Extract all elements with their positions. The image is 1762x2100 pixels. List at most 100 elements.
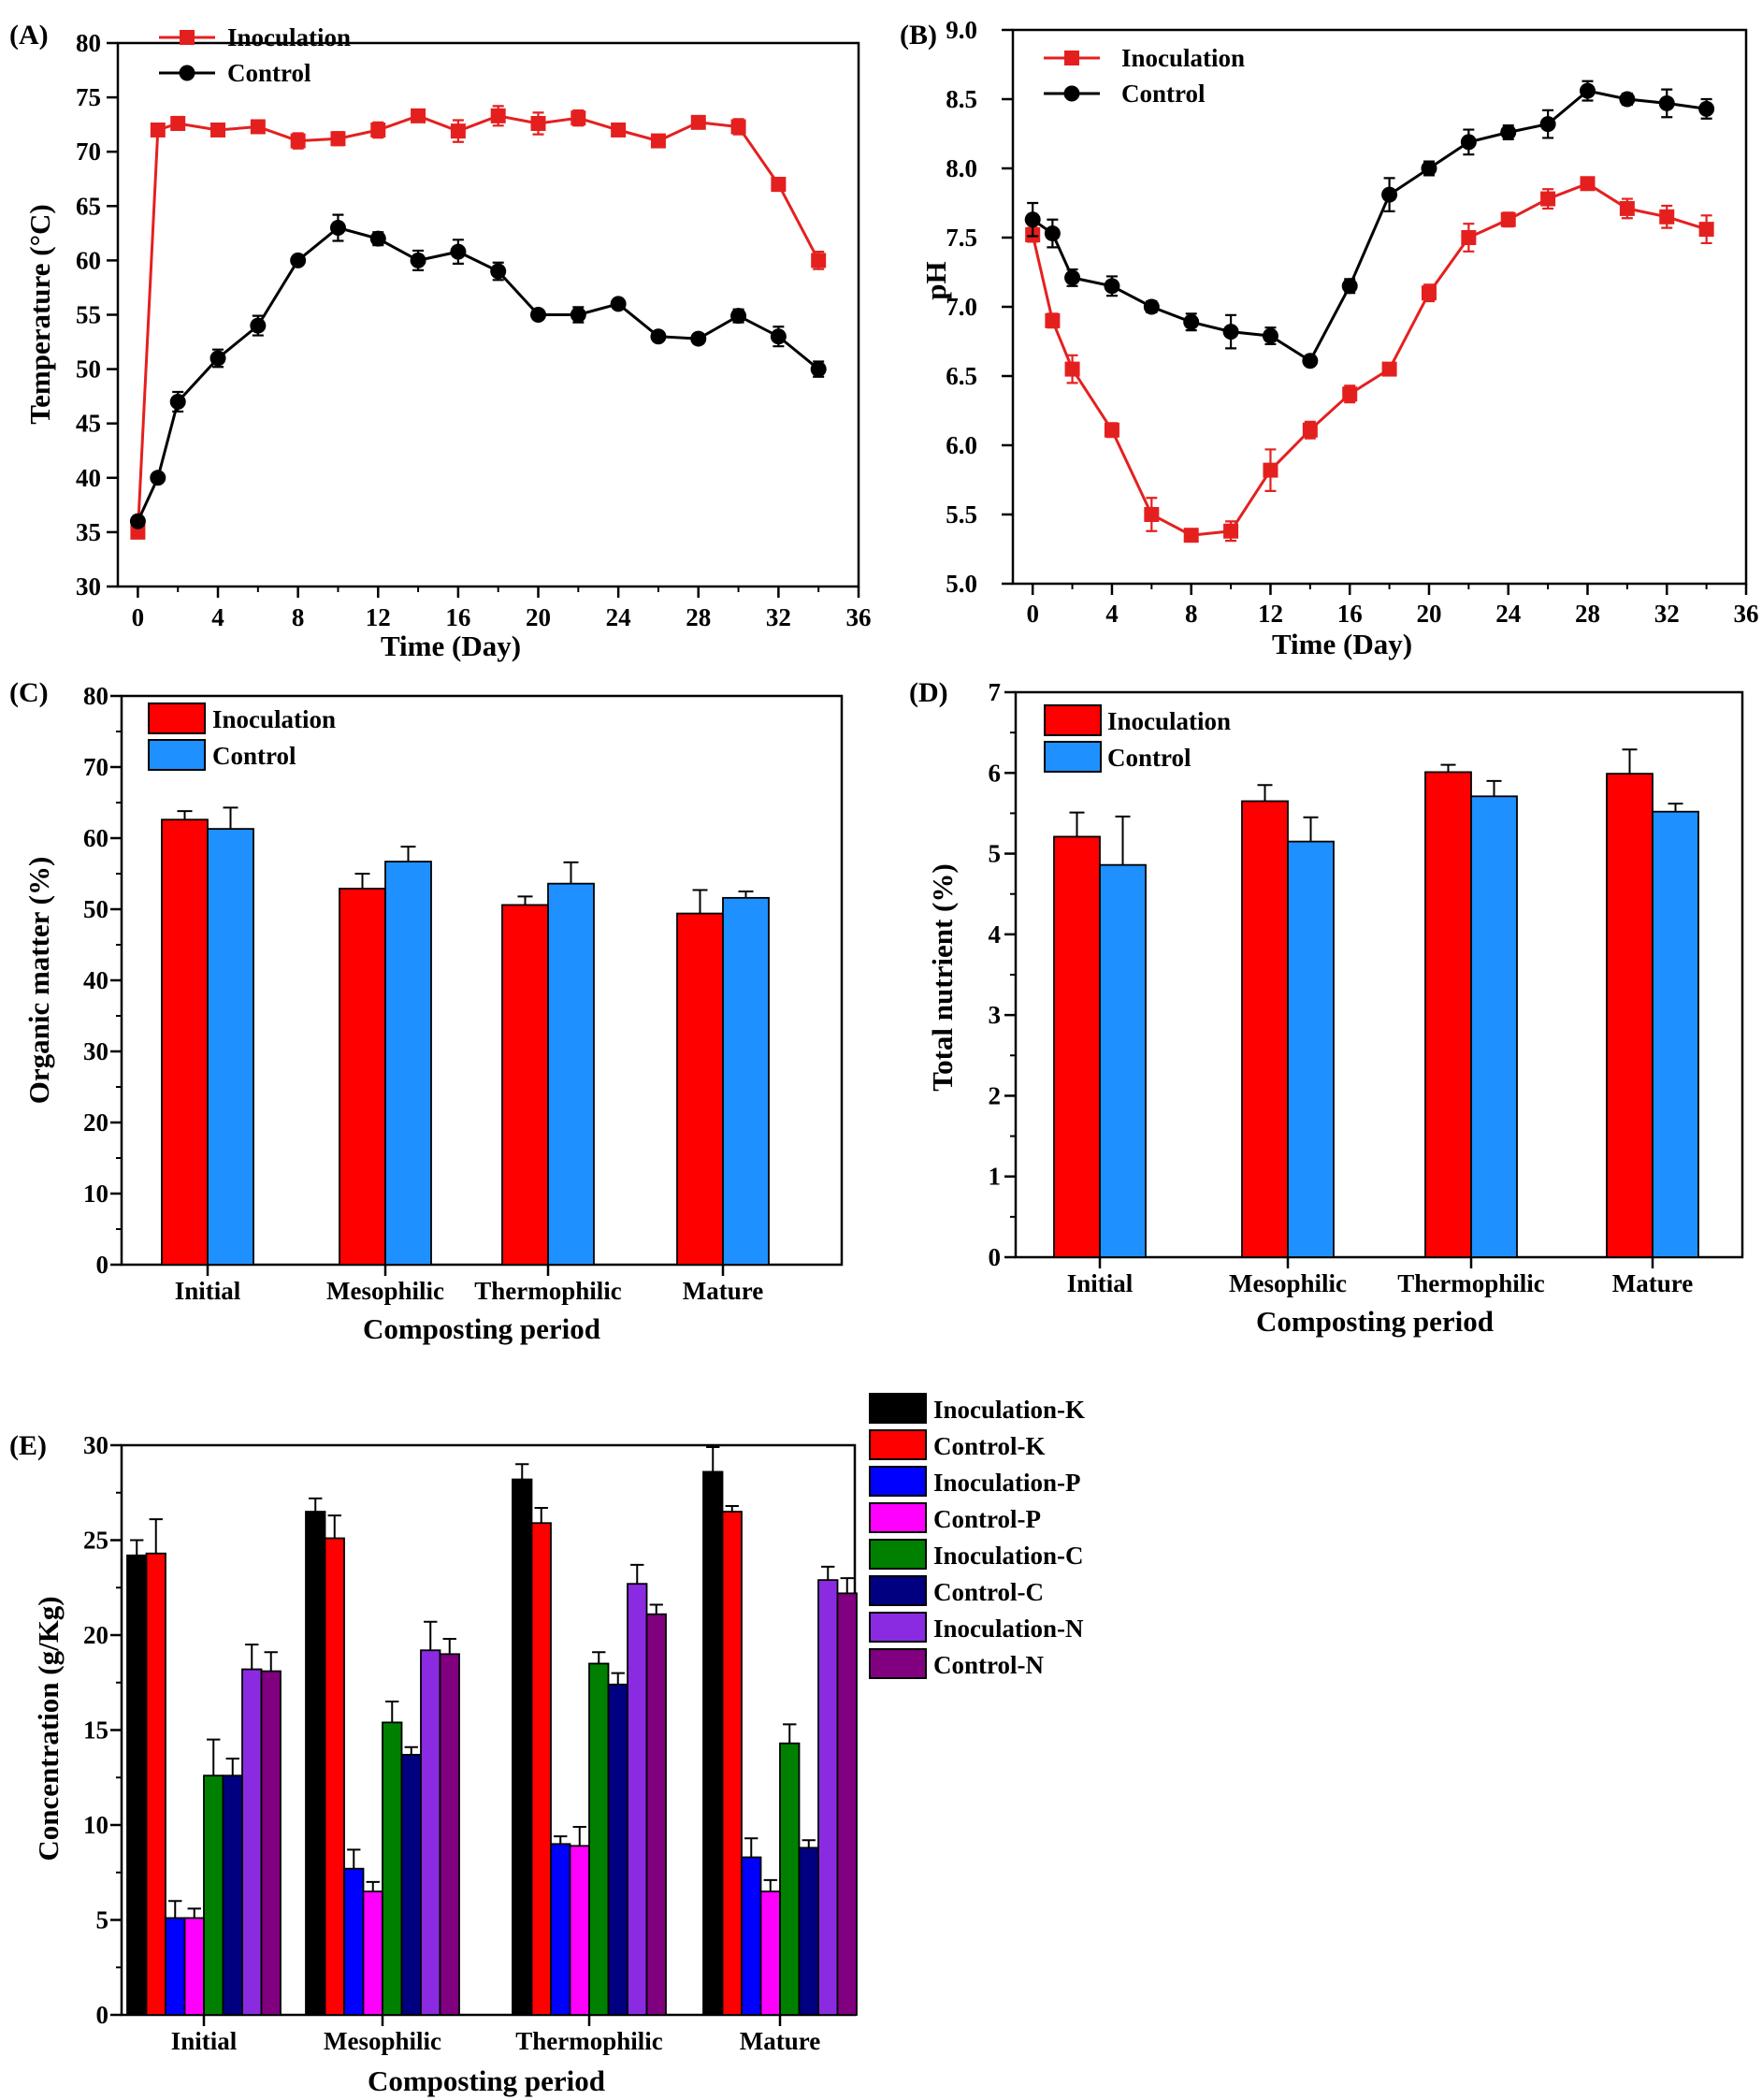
panel-b-plot-frame — [1011, 28, 1748, 586]
panel-a-series-control-point — [369, 230, 386, 247]
panel-e-legend-swatch-inoculation-k — [869, 1393, 927, 1424]
panel-e-bar-inoculation-n-error-bar — [821, 1565, 835, 1581]
panel-e-bar-inoculation-n-error-bar — [245, 1644, 259, 1670]
panel-d-bar-control — [1287, 840, 1335, 1258]
panel-d-bar-control — [1099, 863, 1147, 1258]
panel-e-legend-control-c: Control-C — [933, 1578, 1044, 1606]
panel-a-series-inoculation-point — [530, 115, 546, 131]
panel-e-bar-control-k — [145, 1552, 166, 2016]
panel-e-bar-control-n-error-bar — [442, 1638, 456, 1655]
panel-d-y-tick-label: 0 — [989, 1243, 1002, 1271]
panel-e-bar-control-n-error-bar — [264, 1651, 278, 1672]
panel-e-bar-inoculation-k — [702, 1470, 724, 2016]
panel-b-series-inoculation-point — [1223, 523, 1239, 539]
panel-b-series-control-point — [1143, 298, 1160, 315]
panel-e-bar-inoculation-p-error-bar — [554, 1835, 568, 1845]
panel-d-bar-inoculation-error-bar — [1622, 748, 1638, 775]
panel-a-series-control-point — [610, 296, 627, 312]
panel-d-bar-inoculation-error-bar — [1257, 784, 1273, 802]
panel-e-legend-inoculation-n: Inoculation-N — [933, 1615, 1084, 1643]
panel-e-bar-control-n — [836, 1592, 858, 2016]
panel-e-bar-inoculation-c — [382, 1721, 403, 2016]
panel-a-y-tick-label: 80 — [76, 29, 101, 57]
panel-e-category-label: Initial — [171, 2027, 238, 2055]
panel-d-bar-control-error-bar — [1486, 779, 1502, 797]
panel-a-series-control-point — [410, 252, 426, 268]
panel-e-y-tick-label: 15 — [83, 1716, 108, 1745]
panel-c-y-tick-label: 0 — [96, 1251, 109, 1279]
panel-a-x-tick-label: 8 — [292, 603, 305, 631]
panel-b-series-control-point — [1183, 313, 1200, 330]
panel-a-plot-frame — [116, 41, 860, 588]
panel-e-category-label: Thermophilic — [515, 2027, 663, 2055]
panel-e-bar-control-p-error-bar — [572, 1826, 586, 1847]
panel-c-bar-control-error-bar — [400, 846, 416, 862]
panel-a-series-control-point — [810, 361, 827, 378]
panel-a-series-control-point — [129, 513, 146, 529]
panel-b-x-tick-label: 8 — [1185, 600, 1198, 628]
panel-a-x-tick-label: 20 — [526, 603, 551, 631]
panel-d-bar-control-error-bar — [1303, 816, 1319, 842]
panel-a-series-control-point — [290, 252, 307, 268]
panel-b-x-tick-label: 24 — [1495, 600, 1521, 628]
panel-d-y-tick-label: 5 — [989, 840, 1002, 868]
panel-b-series-inoculation-point — [1104, 422, 1119, 438]
panel-b-series-inoculation-point — [1619, 200, 1635, 216]
panel-a-series-inoculation-point — [150, 122, 166, 138]
panel-b-series-control-point — [1500, 124, 1517, 141]
panel-e-bar-control-k-error-bar — [534, 1506, 548, 1524]
panel-b-y-axis-title: pH — [919, 261, 952, 299]
panel-e-bar-control-k-error-bar — [327, 1514, 341, 1539]
panel-e-concentration-chart: (E) 0 5 10 15 20 25 30 Initial Mesophilic Thermop… — [9, 1393, 1085, 2097]
panel-e-bar-inoculation-n — [627, 1583, 648, 2016]
panel-e-bar-control-n-error-bar — [840, 1577, 854, 1594]
panel-b-series-control-point — [1698, 100, 1715, 117]
panel-a-x-tick-label: 28 — [686, 603, 711, 631]
panel-b-series-inoculation-point — [1263, 462, 1278, 478]
panel-e-y-tick-label: 20 — [83, 1621, 108, 1649]
panel-b-legend-marker-inoculation — [1064, 51, 1079, 65]
panel-a-series-control-line — [137, 225, 820, 522]
panel-d-bar-inoculation — [1606, 773, 1654, 1258]
panel-b-series-inoculation-point — [1045, 312, 1061, 328]
panel-a-x-tick-label: 32 — [766, 603, 791, 631]
panel-a-temperature-chart: (A) 0 4 8 12 16 20 24 28 32 36 30 35 40 45 50 55 60 65 70 7… — [9, 20, 872, 662]
panel-c-bar-control-error-bar — [223, 806, 238, 830]
panel-d-bar-control-error-bar — [1115, 815, 1131, 865]
panel-c-y-tick-label: 10 — [83, 1180, 108, 1208]
panel-b-series-inoculation-point — [1381, 361, 1397, 377]
panel-a-series-inoculation-point — [690, 114, 706, 130]
panel-a-series-control-point — [770, 328, 787, 345]
panel-e-bar-inoculation-p — [165, 1917, 186, 2016]
panel-c-bar-inoculation — [161, 818, 209, 1266]
panel-e-bar-control-k — [324, 1537, 345, 2016]
panel-a-legend-control: Control — [227, 59, 311, 87]
panel-d-label: (D) — [909, 677, 948, 708]
panel-e-bar-inoculation-c-error-bar — [592, 1651, 606, 1664]
panel-a-legend-marker-inoculation — [180, 30, 195, 45]
panel-d-legend-inoculation: Inoculation — [1107, 707, 1231, 735]
panel-b-y-tick-label: 5.0 — [946, 570, 977, 598]
panel-b-series-control-point — [1262, 327, 1278, 344]
panel-a-series-inoculation-point — [411, 108, 426, 123]
panel-a-series-inoculation-point — [650, 133, 666, 149]
panel-b-y-tick-label: 5.5 — [946, 500, 977, 529]
panel-c-category-label: Mesophilic — [326, 1277, 444, 1305]
panel-a-series-inoculation-point — [570, 110, 586, 126]
panel-e-bar-inoculation-n — [420, 1649, 441, 2016]
panel-a-series-inoculation-point — [771, 177, 787, 193]
panel-a-x-tick-label: 12 — [366, 603, 391, 631]
panel-a-series-control-point — [150, 470, 166, 486]
panel-d-bar-inoculation — [1424, 771, 1472, 1258]
panel-c-bar-control — [722, 896, 770, 1266]
panel-b-series-control-line — [1032, 89, 1707, 363]
panel-c-y-axis-title: Organic matter (%) — [22, 857, 55, 1105]
panel-e-bar-control-n — [260, 1670, 282, 2016]
panel-b-series-inoculation-point — [1698, 222, 1714, 238]
panel-a-series-inoculation-point — [450, 123, 466, 139]
panel-b-series-control-point — [1341, 278, 1358, 295]
panel-b-series-inoculation-point — [1461, 230, 1477, 245]
panel-e-category-label: Mature — [740, 2027, 820, 2055]
panel-d-bar-inoculation — [1053, 835, 1101, 1258]
panel-a-y-tick-label: 35 — [76, 518, 101, 546]
